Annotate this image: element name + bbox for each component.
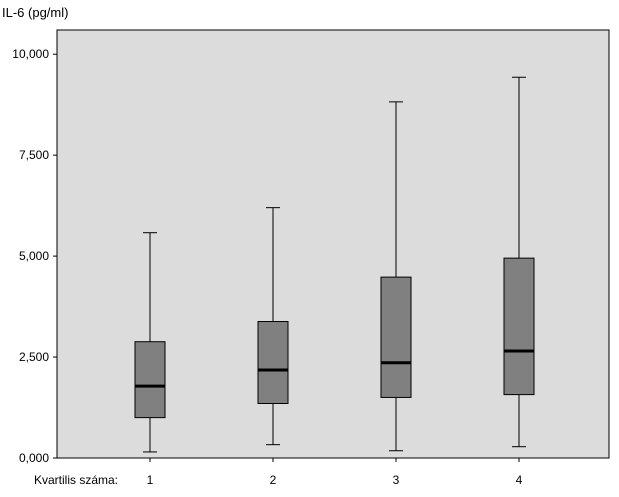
y-axis: 0,000 2,500 5,000 7,500 10,000	[12, 47, 57, 465]
box-2	[257, 207, 289, 446]
box-1	[134, 232, 166, 453]
iqr-box	[257, 321, 289, 404]
y-tick-label: 0,000	[19, 451, 49, 465]
x-tick-label: 4	[516, 473, 523, 487]
x-axis-title: Kvartilis száma:	[34, 473, 118, 487]
x-axis: 1 2 3 4	[147, 458, 523, 487]
boxes-group	[134, 76, 535, 453]
y-tick-label: 7,500	[19, 148, 49, 162]
y-tick-label: 2,500	[19, 350, 49, 364]
y-axis-title: IL-6 (pg/ml)	[2, 5, 68, 20]
iqr-box	[380, 276, 412, 398]
box-3	[380, 101, 412, 452]
x-tick-label: 3	[393, 473, 400, 487]
x-tick-label: 1	[147, 473, 154, 487]
x-tick-label: 2	[270, 473, 277, 487]
iqr-box	[134, 341, 166, 419]
y-tick-label: 5,000	[19, 249, 49, 263]
box-4	[503, 76, 535, 448]
iqr-box	[503, 257, 535, 396]
y-tick-label: 10,000	[12, 47, 49, 61]
